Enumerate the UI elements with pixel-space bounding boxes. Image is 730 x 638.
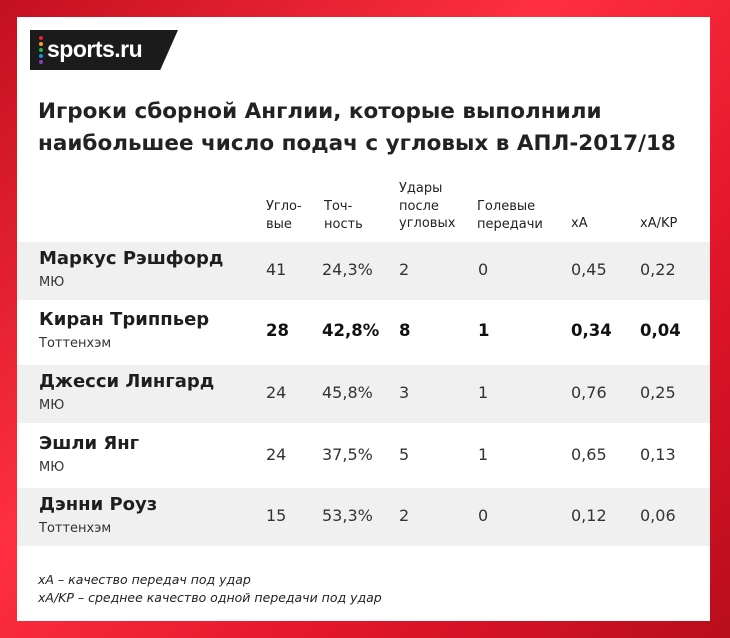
- logo-dot-icon: [39, 54, 43, 58]
- logo-background: [30, 30, 178, 70]
- cell-shots: 3: [399, 383, 410, 402]
- player-team: МЮ: [39, 275, 65, 290]
- header-accuracy-line: ность: [324, 216, 363, 232]
- player-team: Тоттенхэм: [39, 521, 112, 536]
- table-row: Эшли Янг МЮ 24 37,5% 5 1 0,65 0,13: [17, 427, 710, 485]
- cell-xa: 0,65: [571, 445, 607, 464]
- table-row: Джесси Лингард МЮ 24 45,8% 3 1 0,76 0,25: [17, 365, 710, 423]
- cell-assists: 0: [478, 506, 489, 525]
- header-accuracy: Точ- ность: [324, 198, 363, 233]
- logo-dot-icon: [39, 36, 43, 40]
- cell-accuracy: 24,3%: [322, 260, 373, 279]
- player-name: Джесси Лингард: [39, 371, 215, 392]
- logo-text: sports.ru: [47, 36, 143, 62]
- cell-accuracy: 42,8%: [322, 321, 380, 340]
- cell-accuracy: 37,5%: [322, 445, 373, 464]
- cell-xakp: 0,25: [640, 383, 676, 402]
- logo-dots-icon: [39, 36, 45, 64]
- cell-assists: 1: [478, 445, 489, 464]
- footnote-xa: xA – качество передач под удар: [38, 572, 251, 587]
- cell-corners: 15: [266, 506, 287, 525]
- player-name: Дэнни Роуз: [39, 494, 158, 515]
- cell-xa: 0,34: [571, 321, 612, 340]
- title-line-1: Игроки сборной Англии, которые выполнили: [38, 99, 602, 124]
- header-assists-line: Голевые: [477, 199, 536, 214]
- cell-xa: 0,76: [571, 383, 607, 402]
- table-row: Маркус Рэшфорд МЮ 41 24,3% 2 0 0,45 0,22: [17, 242, 710, 300]
- title-line-2: наибольшее число подач с угловых в АПЛ-2…: [38, 131, 676, 156]
- cell-shots: 8: [399, 321, 411, 340]
- logo-dot-icon: [39, 42, 43, 46]
- header-shots-line: Удары: [399, 181, 443, 196]
- header-shots-line: угловых: [399, 216, 456, 231]
- cell-xa: 0,45: [571, 260, 607, 279]
- cell-accuracy: 45,8%: [322, 383, 373, 402]
- player-name: Эшли Янг: [39, 433, 140, 454]
- cell-shots: 2: [399, 506, 410, 525]
- player-name: Маркус Рэшфорд: [39, 248, 224, 269]
- cell-accuracy: 53,3%: [322, 506, 373, 525]
- header-xakp-line: xA/KP: [640, 216, 678, 231]
- player-team: МЮ: [39, 398, 65, 413]
- logo-dot-icon: [39, 60, 43, 64]
- player-team: Тоттенхэм: [39, 336, 112, 351]
- header-assists: Голевые передачи: [477, 198, 543, 233]
- header-shots: Удары после угловых: [399, 180, 455, 233]
- cell-xa: 0,12: [571, 506, 607, 525]
- header-xakp: xA/KP: [640, 215, 677, 233]
- header-xa-line: xA: [571, 216, 588, 231]
- cell-shots: 2: [399, 260, 410, 279]
- player-name: Киран Триппьер: [39, 309, 210, 330]
- sports-ru-logo[interactable]: sports.ru: [30, 30, 178, 70]
- cell-corners: 24: [266, 445, 287, 464]
- cell-corners: 41: [266, 260, 287, 279]
- cell-corners: 28: [266, 321, 289, 340]
- header-corners: Угло- вые: [266, 198, 302, 233]
- header-accuracy-line: Точ-: [324, 199, 353, 214]
- cell-assists: 0: [478, 260, 489, 279]
- header-corners-line: вые: [266, 216, 292, 232]
- header-assists-line: передачи: [477, 216, 543, 232]
- cell-shots: 5: [399, 445, 410, 464]
- cell-assists: 1: [478, 383, 489, 402]
- player-team: МЮ: [39, 460, 65, 475]
- logo-dot-icon: [39, 48, 43, 52]
- page-title: Игроки сборной Англии, которые выполнили…: [38, 96, 698, 160]
- header-xa: xA: [571, 215, 588, 233]
- footnotes: xA – качество передач под удар xA/KP – с…: [38, 571, 382, 606]
- cell-corners: 24: [266, 383, 287, 402]
- table-row: Дэнни Роуз Тоттенхэм 15 53,3% 2 0 0,12 0,06: [17, 488, 710, 546]
- cell-xakp: 0,06: [640, 506, 676, 525]
- table-row: Киран Триппьер Тоттенхэм 28 42,8% 8 1 0,34 0,04: [17, 303, 710, 361]
- cell-xakp: 0,04: [640, 321, 681, 340]
- footnote-xakp: xA/KP – среднее качество одной передачи …: [38, 589, 382, 605]
- cell-xakp: 0,13: [640, 445, 676, 464]
- header-shots-line: после: [399, 198, 439, 214]
- header-corners-line: Угло-: [266, 199, 302, 214]
- cell-assists: 1: [478, 321, 490, 340]
- cell-xakp: 0,22: [640, 260, 676, 279]
